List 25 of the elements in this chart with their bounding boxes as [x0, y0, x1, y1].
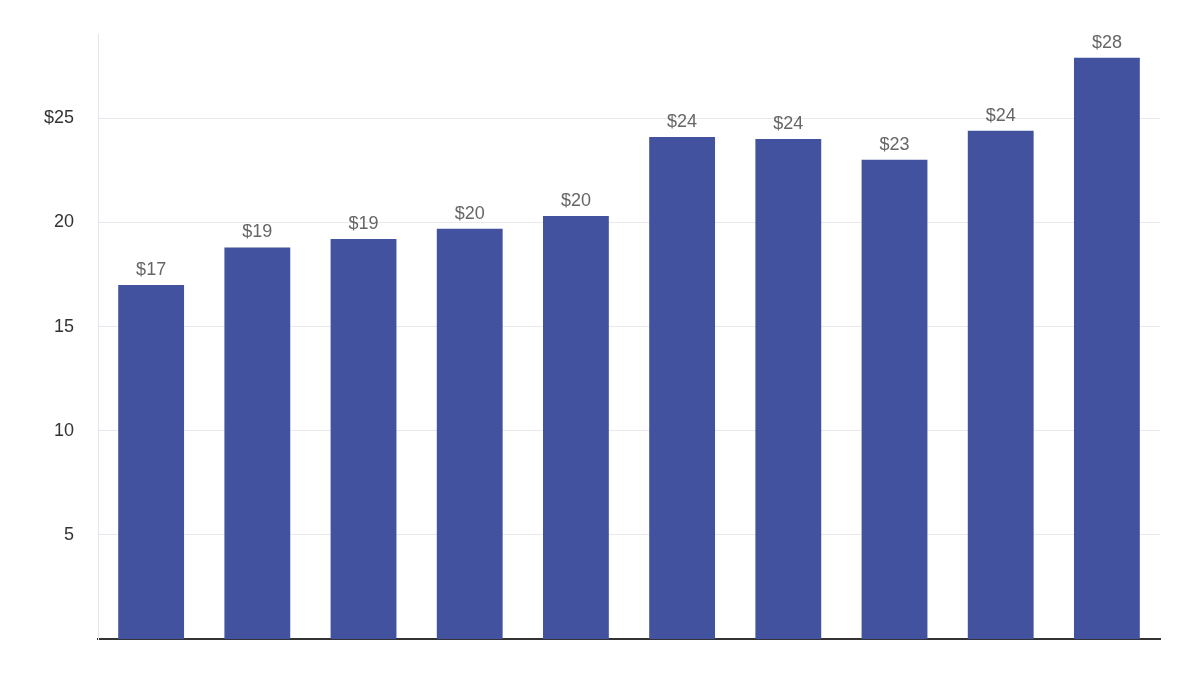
data-label: $20 — [454, 202, 485, 223]
bar — [967, 130, 1034, 640]
data-label: $20 — [560, 190, 591, 211]
data-label: $28 — [1091, 31, 1122, 52]
data-label: $19 — [348, 213, 379, 234]
y-tick-label: 20 — [54, 211, 75, 232]
bar — [118, 284, 185, 640]
data-label: $24 — [985, 104, 1016, 125]
bar — [543, 216, 609, 640]
bar — [1073, 57, 1140, 640]
bar — [755, 139, 822, 640]
bar — [224, 247, 291, 640]
y-tick-label: 15 — [54, 315, 75, 336]
data-label: $17 — [136, 258, 167, 279]
data-label: $24 — [773, 112, 804, 133]
bar — [649, 136, 716, 640]
y-tick-label: $25 — [43, 107, 75, 128]
data-label: $24 — [667, 110, 698, 131]
bar — [436, 228, 503, 640]
y-tick-label: 5 — [64, 523, 75, 544]
y-tick-label: 10 — [54, 419, 75, 440]
bar — [861, 159, 928, 640]
data-label: $19 — [242, 221, 273, 242]
bar — [330, 239, 397, 640]
data-label: $23 — [879, 133, 910, 154]
